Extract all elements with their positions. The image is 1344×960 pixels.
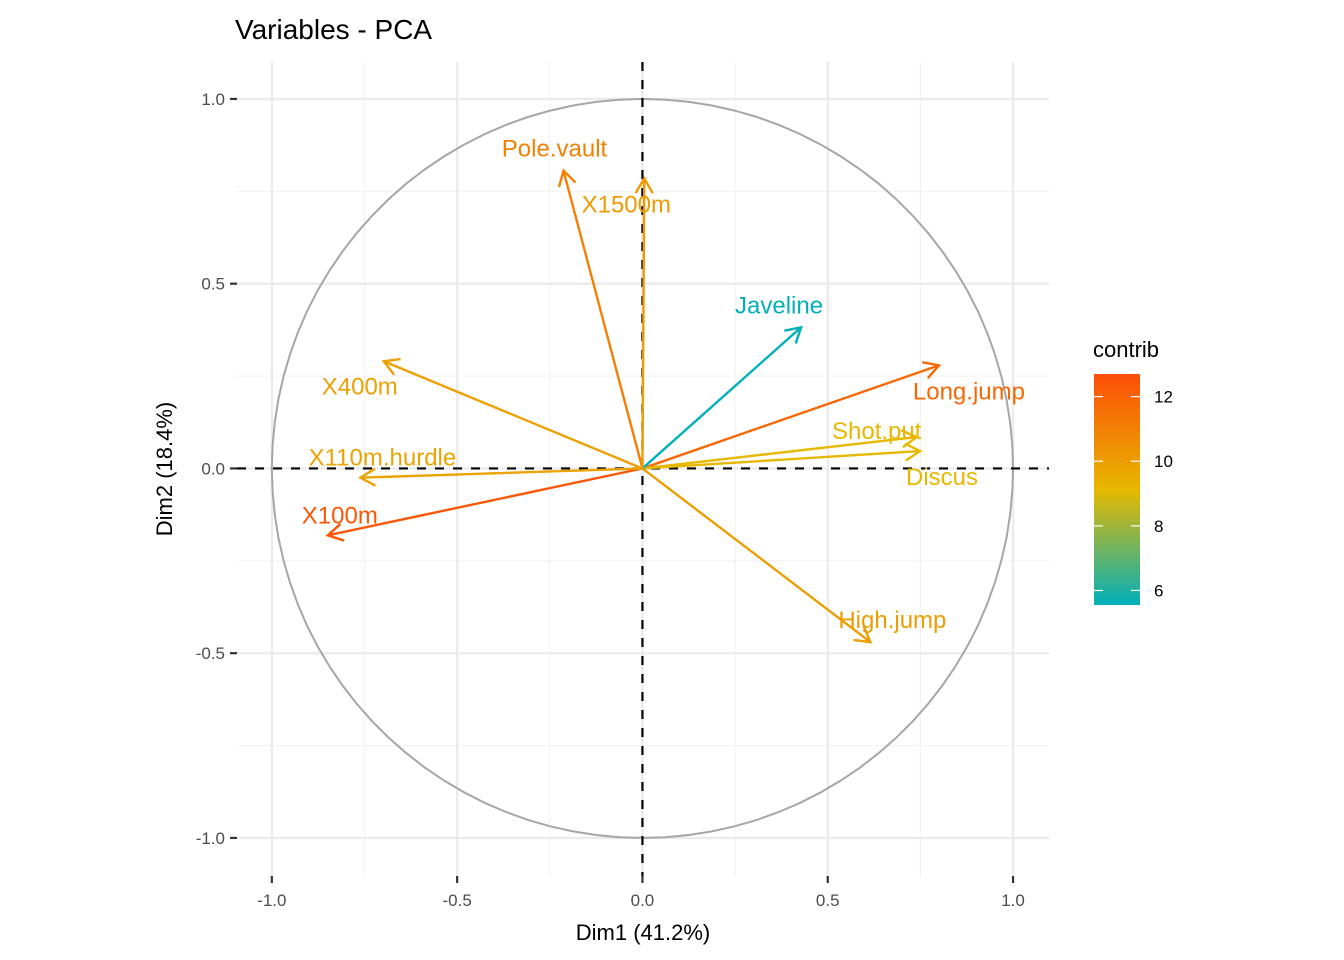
arrow-shaft [641,178,646,469]
legend-tick-label: 10 [1154,452,1173,471]
arrow-head [358,467,376,487]
variable-label: X100m [302,502,378,529]
arrow-shaft [562,170,644,469]
variable-labels: X100m Long.jump Shot.put High.jump X400m X110… [302,136,1025,634]
legend-tick-label: 6 [1154,581,1163,600]
variable-arrows [325,168,942,644]
arrow-long-jump [642,360,942,470]
y-tick-label: -0.5 [196,644,225,663]
arrow-shaft [383,360,643,470]
variable-label: Long.jump [913,378,1025,405]
chart-title: Variables - PCA [235,14,432,45]
arrow-shaft [641,467,872,644]
arrow-x100m [325,467,643,542]
x-axis-title: Dim1 (41.2%) [576,920,710,945]
arrow-head [381,357,401,376]
arrow-x110m-hurdle [358,467,643,487]
correlation-circle [270,97,1015,839]
y-tick-label: 1.0 [201,90,225,109]
arrow-pole-vault [557,168,644,469]
arrow-discus [642,442,923,470]
legend-tick-label: 12 [1154,388,1173,407]
y-axis-title: Dim2 (18.4%) [152,402,177,536]
arrow-head [904,442,923,462]
legend-colorbar [1094,374,1140,605]
legend: contrib 12 10 8 6 [1093,337,1173,605]
arrow-x1500m [634,175,654,469]
variable-label: Javeline [735,292,823,319]
arrow-shaft [327,467,643,537]
arrow-shaft [360,467,643,479]
x-tick-label: -0.5 [442,891,471,910]
arrow-shaft [641,326,802,470]
variable-label: Pole.vault [502,136,608,163]
arrow-head [922,360,942,380]
arrow-high-jump [641,467,873,644]
variable-label: Shot.put [832,418,922,445]
legend-title: contrib [1093,337,1159,362]
y-tick-label: 0.5 [201,275,225,294]
arrow-head [784,325,803,344]
x-tick-label: 0.0 [631,891,655,910]
arrow-head [634,175,654,194]
y-tick-label: 0.0 [201,459,225,478]
variable-label: Discus [906,464,978,491]
variable-label: High.jump [838,607,946,634]
x-tick-label: 1.0 [1001,891,1025,910]
correlation-circle-layer [270,97,1015,839]
y-axis: -1.0 -0.5 0.0 0.5 1.0 [196,90,237,848]
arrow-x400m [381,357,643,470]
x-axis: -1.0 -0.5 0.0 0.5 1.0 [257,876,1025,910]
x-tick-label: 0.5 [816,891,840,910]
arrow-head [557,168,577,188]
variable-label: X110m.hurdle [309,445,457,472]
variable-label: X400m [322,373,398,400]
arrow-head [853,625,873,644]
arrow-javeline [641,325,803,470]
arrow-shaft [642,364,940,470]
arrow-shaft [642,449,921,470]
legend-ticks: 12 10 8 6 [1094,388,1173,600]
legend-tick-label: 8 [1154,517,1163,536]
variable-label: X1500m [582,191,671,218]
arrow-head [325,523,345,542]
arrow-shaft [642,435,917,470]
x-tick-label: -1.0 [257,891,286,910]
y-tick-label: -1.0 [196,829,225,848]
